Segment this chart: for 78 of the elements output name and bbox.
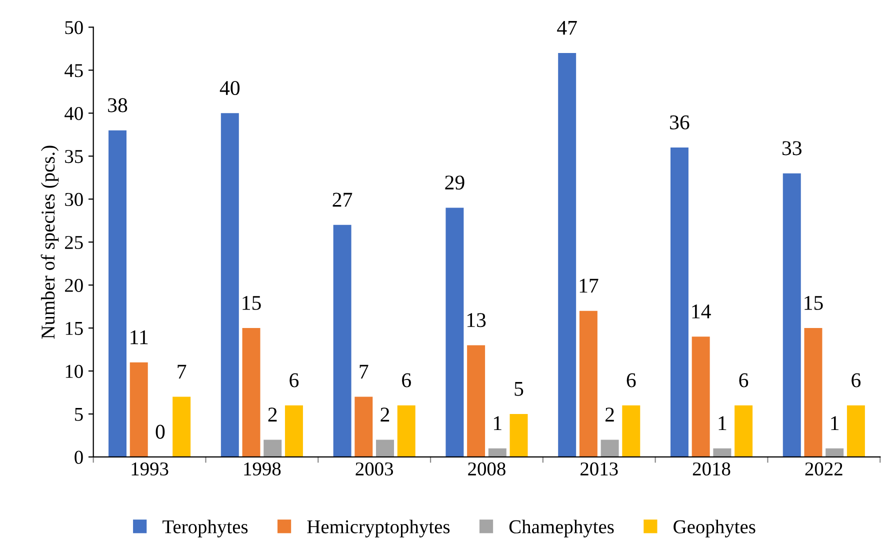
bar xyxy=(826,448,844,457)
data-label: 1 xyxy=(494,416,502,430)
bar xyxy=(488,448,506,457)
x-tick-label: 2003 xyxy=(356,462,394,476)
bar xyxy=(397,405,416,457)
data-label: 7 xyxy=(178,364,186,378)
data-label: 0 xyxy=(156,424,165,439)
data-label: 17 xyxy=(580,278,598,293)
data-label: 15 xyxy=(242,296,261,310)
data-label: 6 xyxy=(626,373,636,388)
bar xyxy=(467,345,486,457)
data-label: 1 xyxy=(718,416,726,430)
data-label: 11 xyxy=(130,330,148,344)
data-label: 47 xyxy=(557,20,577,35)
x-tick-label: 1998 xyxy=(244,462,281,476)
bar xyxy=(804,328,822,457)
legend-label: Chamephytes xyxy=(509,520,614,538)
legend-label: Geophytes xyxy=(674,520,756,538)
y-tick-label: 20 xyxy=(65,278,83,292)
y-tick-label: 0 xyxy=(74,450,83,464)
legend-label: Hemicryptophytes xyxy=(307,520,450,538)
y-tick-label: 10 xyxy=(66,364,83,378)
y-tick-label: 35 xyxy=(65,150,83,164)
bar xyxy=(172,396,191,457)
data-label: 6 xyxy=(739,373,748,388)
data-label: 14 xyxy=(692,304,711,318)
bar xyxy=(333,224,352,457)
bar xyxy=(558,52,576,457)
x-tick-label: 2018 xyxy=(692,462,730,476)
data-label: 38 xyxy=(108,98,128,112)
data-label: 29 xyxy=(445,176,464,190)
bar xyxy=(846,405,865,457)
y-tick-label: 15 xyxy=(66,322,83,335)
data-label: 6 xyxy=(402,373,411,388)
bar xyxy=(264,440,282,457)
data-label: 2 xyxy=(380,408,390,422)
y-tick-label: 40 xyxy=(64,106,83,120)
bar xyxy=(446,208,464,457)
bar xyxy=(713,448,732,457)
bar xyxy=(376,440,394,457)
bar xyxy=(782,173,801,457)
x-tick-label: 1993 xyxy=(132,462,168,476)
bar xyxy=(220,113,239,457)
x-tick-label: 2008 xyxy=(468,462,506,476)
bar xyxy=(579,310,598,457)
y-axis-title: Number of species (pcs.) xyxy=(40,146,59,339)
data-label: 36 xyxy=(670,115,690,130)
x-tick-label: 2013 xyxy=(580,462,618,476)
bar xyxy=(692,336,710,457)
bar xyxy=(510,414,528,457)
y-tick-label: 45 xyxy=(64,64,83,78)
data-label: 6 xyxy=(852,373,861,388)
data-label: 15 xyxy=(804,296,823,310)
data-label: 5 xyxy=(514,382,524,396)
data-label: 40 xyxy=(220,80,240,96)
bar xyxy=(242,328,260,457)
bar xyxy=(130,362,148,457)
data-label: 27 xyxy=(332,192,352,207)
bar xyxy=(670,148,688,457)
y-tick-label: 5 xyxy=(75,408,83,421)
bar xyxy=(108,130,126,457)
y-tick-label: 25 xyxy=(65,236,83,250)
data-label: 13 xyxy=(467,313,486,328)
bar xyxy=(622,405,640,457)
bar xyxy=(284,405,303,457)
bar xyxy=(354,396,373,457)
data-label: 2 xyxy=(268,408,277,422)
y-tick-label: 50 xyxy=(65,21,83,34)
bar xyxy=(734,405,753,457)
bar xyxy=(600,440,619,457)
legend-label: Terophytes xyxy=(162,520,248,538)
data-label: 7 xyxy=(360,364,368,378)
data-label: 33 xyxy=(782,141,802,156)
x-tick-label: 2022 xyxy=(805,462,842,476)
y-tick-label: 30 xyxy=(65,192,83,206)
data-label: 1 xyxy=(831,416,839,430)
data-label: 2 xyxy=(606,408,614,422)
data-label: 6 xyxy=(290,373,299,388)
